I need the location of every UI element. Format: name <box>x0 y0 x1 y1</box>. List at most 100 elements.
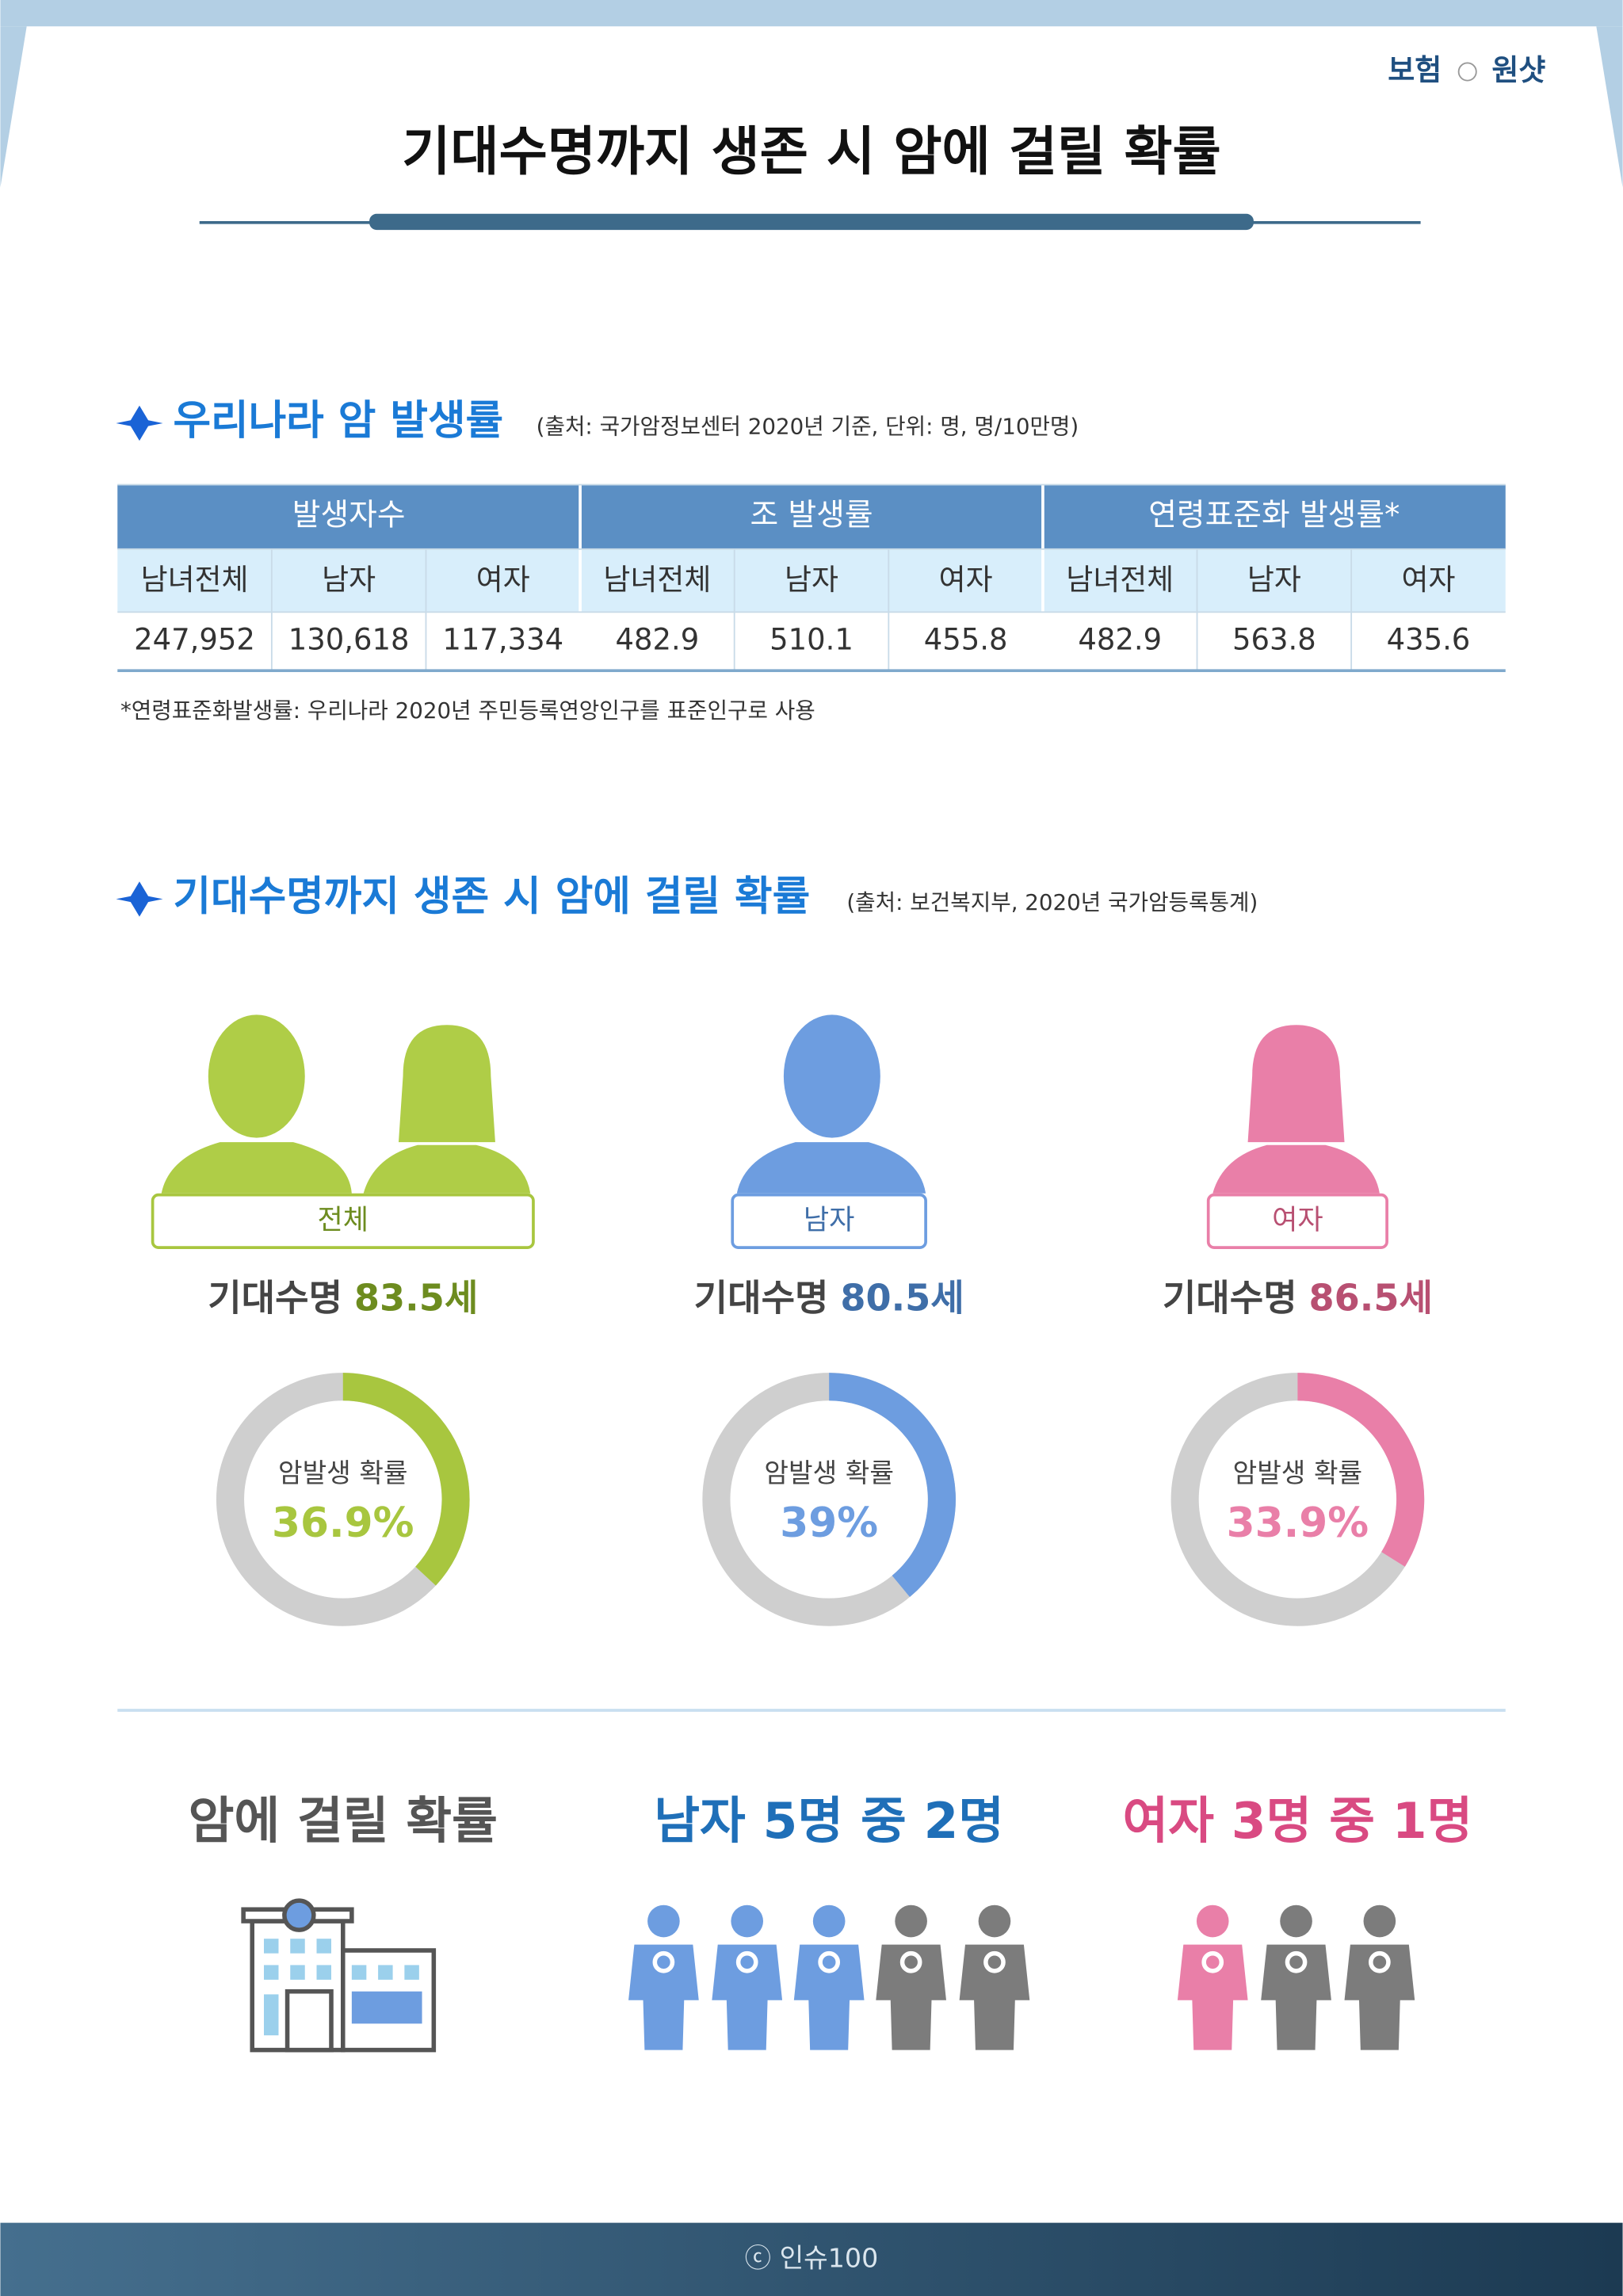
people-all <box>161 1014 531 1194</box>
cell: 482.9 <box>1078 623 1162 657</box>
group-label: 여자 <box>1272 1204 1323 1236</box>
figure-head <box>1196 1904 1229 1938</box>
ring-value: 36.9% <box>272 1499 414 1547</box>
subheader: 남녀전체 <box>1066 563 1174 597</box>
subheader: 남녀전체 <box>141 563 249 597</box>
note: *연령표준화발생률: 우리나라 2020년 주민등록연앙인구를 표준인구로 사용 <box>120 697 815 724</box>
summary-male: 남자 5명 중 2명 <box>654 1792 1004 1850</box>
figure-body <box>793 1944 865 2050</box>
figure-body <box>1344 1944 1415 2050</box>
figure-symbol <box>652 1950 675 1973</box>
frame-left <box>0 26 27 188</box>
figure-body <box>712 1944 783 2050</box>
group-header: 조 발생률 <box>750 498 873 533</box>
figure-body <box>876 1944 946 2050</box>
people-male <box>736 1014 926 1194</box>
figure-head <box>731 1904 764 1938</box>
hospital-icon <box>241 1898 437 2053</box>
subheader: 여자 <box>476 563 530 597</box>
life-expectancy: 기대수명 83.5세 <box>208 1276 478 1319</box>
ring-arc <box>1297 1373 1425 1567</box>
ring-label: 암발생 확률 <box>278 1457 408 1488</box>
label-box <box>731 1193 927 1249</box>
header-row <box>117 484 1506 549</box>
figure-symbol <box>1285 1950 1308 1973</box>
figure-head <box>647 1904 680 1938</box>
figure-body <box>628 1944 699 2050</box>
cell: 455.8 <box>924 623 1008 657</box>
group-label: 전체 <box>317 1204 369 1236</box>
life-label: 기대수명 <box>208 1276 342 1319</box>
cell: 563.8 <box>1232 623 1316 657</box>
subheader: 남녀전체 <box>603 563 711 597</box>
figure-head <box>895 1904 927 1938</box>
group-header: 연령표준화 발생률* <box>1148 498 1400 533</box>
figure-symbol <box>1369 1950 1391 1973</box>
figure-symbol <box>899 1950 922 1973</box>
figure-symbol <box>983 1950 1006 1973</box>
people-female <box>1212 1025 1380 1194</box>
figure-head <box>1280 1904 1312 1938</box>
label-box <box>151 1193 535 1249</box>
page-title: 기대수명까지 생존 시 암에 걸릴 확률 <box>402 120 1220 182</box>
frame-top <box>0 0 1623 27</box>
ring-arc <box>828 1373 956 1598</box>
label-box <box>1206 1193 1388 1249</box>
brand: 원샷 <box>1491 53 1545 87</box>
footer: ⓒ 인슈100 <box>745 2242 878 2273</box>
frame-right <box>1596 26 1623 188</box>
source: (출처: 국가암정보센터 2020년 기준, 단위: 명, 명/10만명) <box>537 413 1079 439</box>
figure-symbol <box>818 1950 841 1973</box>
footer-bar <box>0 2222 1623 2296</box>
section-title: 기대수명까지 생존 시 암에 걸릴 확률 <box>173 873 810 920</box>
figure-head <box>978 1904 1011 1938</box>
subheader: 여자 <box>1401 563 1455 597</box>
life-label: 기대수명 <box>1163 1276 1297 1319</box>
table: 발생자수 조 발생률 연령표준화 발생률* 남녀전체 247,952 남자 130,618 여… <box>117 483 1506 673</box>
cell: 117,334 <box>442 623 563 657</box>
figure-symbol <box>1201 1950 1224 1973</box>
cell: 130,618 <box>288 623 410 657</box>
brand-dot <box>1457 62 1477 82</box>
ring-value: 33.9% <box>1227 1499 1369 1547</box>
section-title: 우리나라 암 발생률 <box>173 397 503 445</box>
figure-head <box>1363 1904 1396 1938</box>
figure-symbol <box>735 1950 758 1973</box>
life-expectancy: 기대수명 80.5세 <box>694 1276 964 1319</box>
cell: 510.1 <box>769 623 854 657</box>
figure-head <box>812 1904 846 1938</box>
life-label: 기대수명 <box>694 1276 829 1319</box>
ring-value: 39% <box>780 1499 878 1547</box>
ring-label: 암발생 확률 <box>764 1457 894 1488</box>
subheader: 남자 <box>1247 563 1301 597</box>
subheader: 남자 <box>785 563 838 597</box>
figures <box>628 1904 1415 2050</box>
subheader: 여자 <box>939 563 993 597</box>
cell: 435.6 <box>1387 623 1471 657</box>
figure-body <box>1177 1944 1248 2050</box>
figure-body <box>1261 1944 1331 2050</box>
cell: 247,952 <box>134 623 255 657</box>
life-expectancy: 기대수명 86.5세 <box>1163 1276 1433 1319</box>
group-header: 발생자수 <box>292 498 406 533</box>
diamond <box>116 405 163 441</box>
ring-label: 암발생 확률 <box>1233 1457 1363 1488</box>
summary-title: 암에 걸릴 확률 <box>189 1792 498 1850</box>
brand: 보험 <box>1388 53 1442 87</box>
figure-body <box>959 1944 1030 2050</box>
subheader-row <box>117 548 1506 613</box>
life-value: 80.5세 <box>840 1276 964 1319</box>
title-bar <box>369 213 1254 231</box>
summary-female: 여자 3명 중 1명 <box>1122 1792 1472 1850</box>
cell: 482.9 <box>616 623 700 657</box>
group-label: 남자 <box>804 1204 855 1236</box>
life-value: 86.5세 <box>1309 1276 1433 1319</box>
subheader: 남자 <box>322 563 376 597</box>
source: (출처: 보건복지부, 2020년 국가암등록통계) <box>846 889 1258 915</box>
diamond <box>116 881 163 917</box>
ring-arc <box>342 1373 470 1586</box>
life-value: 83.5세 <box>354 1276 478 1319</box>
